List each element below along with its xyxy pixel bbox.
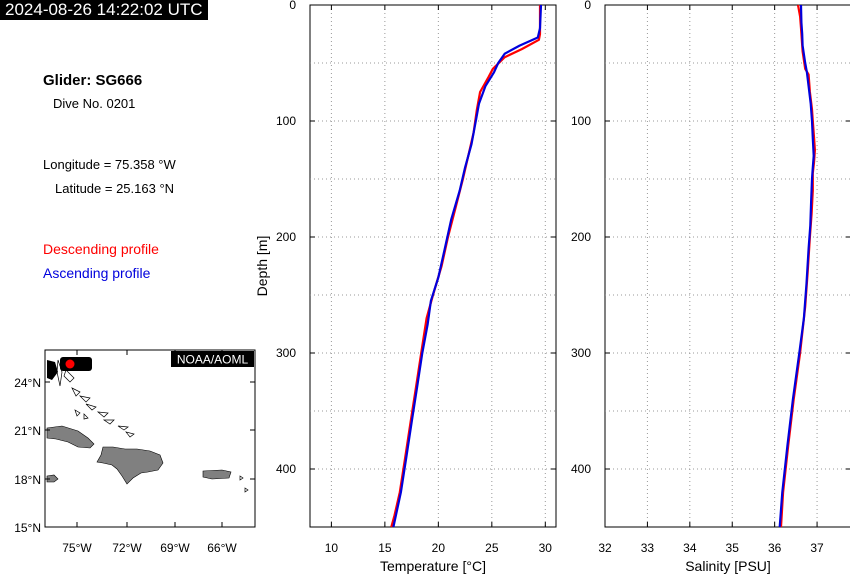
- glider-position-marker: [60, 357, 92, 371]
- puerto-rico-landmass: [202, 469, 232, 480]
- temperature-profile-chart: 0 100 200 300 400 10 15 20 25 30 Temperature [°C] D…: [254, 0, 557, 574]
- map-lat-tick: 21°N: [14, 424, 41, 438]
- x-tick-label: 37: [810, 541, 824, 555]
- map-lat-tick: 24°N: [14, 376, 41, 390]
- ascending-profile-line: [392, 4, 543, 528]
- y-tick-label: 0: [289, 0, 296, 12]
- x-axis-label: Temperature [°C]: [380, 558, 486, 574]
- x-tick-label: 15: [378, 541, 392, 555]
- longitude-readout: Longitude = 75.358 °W: [43, 157, 176, 172]
- y-tick-label: 400: [276, 462, 296, 476]
- map-tick-labels: 24°N 21°N 18°N 15°N 75°W 72°W 69°W 66°W: [14, 376, 237, 555]
- jamaica-landmass: [46, 474, 59, 483]
- map-lon-tick: 72°W: [112, 541, 142, 555]
- map-credit-box: [171, 351, 254, 367]
- y-tick-label: 100: [571, 114, 591, 128]
- ascending-profile-line: [778, 4, 815, 528]
- latitude-readout: Latitude = 25.163 °N: [55, 181, 175, 196]
- dive-number: Dive No. 0201: [53, 96, 136, 111]
- map-lat-tick: 18°N: [14, 473, 41, 487]
- timestamp: 2024-08-26 14:22:02 UTC: [0, 0, 208, 20]
- bahamas-bank: [47, 360, 58, 380]
- x-tick-label: 34: [683, 541, 697, 555]
- plot-frame: [604, 4, 850, 528]
- map-lon-tick: 66°W: [207, 541, 237, 555]
- hispaniola-landmass: [96, 446, 164, 485]
- y-tick-label: 0: [584, 0, 591, 12]
- map-lon-tick: 75°W: [62, 541, 92, 555]
- legend-ascending: Ascending profile: [43, 265, 151, 281]
- cuba-landmass: [46, 425, 95, 449]
- y-tick-label: 400: [571, 462, 591, 476]
- y-tick-label: 200: [276, 230, 296, 244]
- y-tick-label: 300: [276, 346, 296, 360]
- map-lat-tick: 15°N: [14, 521, 41, 535]
- map-credit: NOAA/AOML: [177, 353, 249, 367]
- y-tick-label: 100: [276, 114, 296, 128]
- y-tick-label: 200: [571, 230, 591, 244]
- x-tick-label: 32: [598, 541, 612, 555]
- bahamas-islands: [56, 359, 249, 493]
- x-tick-label: 30: [539, 541, 553, 555]
- y-axis-label: Depth [m]: [254, 236, 270, 297]
- x-axis-label: Salinity [PSU]: [685, 558, 771, 574]
- plot-frame: [309, 4, 557, 528]
- map-landmasses: [46, 359, 249, 493]
- x-tick-label: 36: [768, 541, 782, 555]
- salinity-profile-chart: 0 100 200 300 400 32 33 34 35 36 37 Salinity [PSU]: [571, 0, 850, 574]
- location-map: NOAA/AOML 24°N 21°N 18°N 15°N 75°W 72°W …: [14, 349, 256, 555]
- y-tick-label: 300: [571, 346, 591, 360]
- x-tick-label: 10: [325, 541, 339, 555]
- legend-descending: Descending profile: [43, 241, 159, 257]
- descending-profile-line: [390, 5, 542, 528]
- map-lon-tick: 69°W: [160, 541, 190, 555]
- glider-id: Glider: SG666: [43, 72, 143, 89]
- x-tick-label: 33: [641, 541, 655, 555]
- x-tick-label: 35: [726, 541, 740, 555]
- x-tick-label: 25: [485, 541, 499, 555]
- x-tick-label: 20: [432, 541, 446, 555]
